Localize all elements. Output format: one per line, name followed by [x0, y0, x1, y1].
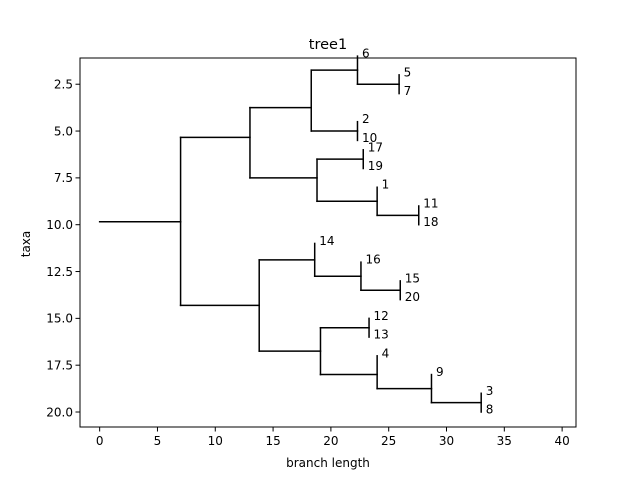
leaf-label: 13 [374, 328, 389, 342]
y-tick-label: 17.5 [46, 358, 73, 372]
y-tick-label: 7.5 [54, 171, 73, 185]
leaf-label: 7 [404, 84, 412, 98]
y-tick-label: 20.0 [46, 405, 73, 419]
leaf-label: 14 [319, 234, 334, 248]
x-tick-label: 30 [439, 434, 454, 448]
y-tick-label: 15.0 [46, 312, 73, 326]
x-tick-label: 0 [96, 434, 104, 448]
x-tick-label: 35 [497, 434, 512, 448]
x-tick-label: 5 [154, 434, 162, 448]
leaf-label: 20 [405, 290, 420, 304]
y-tick-label: 2.5 [54, 78, 73, 92]
x-tick-label: 10 [208, 434, 223, 448]
axis-ticks: 0 5 10 15 20 25 30 35 40 2.5 5.0 7.5 10.0 12.5 15.0 17.… [46, 78, 569, 448]
plot-frame [79, 57, 577, 428]
leaf-label: 8 [486, 403, 494, 417]
x-tick-label: 40 [554, 434, 569, 448]
leaf-label: 16 [365, 253, 380, 267]
leaf-label: 18 [423, 215, 438, 229]
leaf-label: 11 [423, 196, 438, 210]
leaf-label: 17 [368, 140, 383, 154]
tree-branches [98, 55, 482, 413]
leaf-label: 19 [368, 159, 383, 173]
leaf-label: 12 [374, 309, 389, 323]
leaf-label: 3 [486, 384, 494, 398]
leaf-label: 5 [404, 65, 412, 79]
x-tick-label: 15 [265, 434, 280, 448]
y-tick-label: 10.0 [46, 218, 73, 232]
leaf-label: 9 [436, 365, 444, 379]
leaf-label: 10 [362, 131, 377, 145]
y-axis-label: taxa [19, 231, 33, 258]
leaf-label: 4 [382, 346, 390, 360]
x-tick-label: 25 [381, 434, 396, 448]
leaf-label: 1 [382, 178, 390, 192]
chart-title: tree1 [309, 37, 347, 53]
y-tick-label: 5.0 [54, 124, 73, 138]
y-tick-label: 12.5 [46, 265, 73, 279]
x-tick-label: 20 [323, 434, 338, 448]
x-axis-label: branch length [286, 456, 370, 470]
leaf-label: 6 [362, 47, 370, 61]
leaf-label: 2 [362, 112, 370, 126]
leaf-label: 15 [405, 271, 420, 285]
